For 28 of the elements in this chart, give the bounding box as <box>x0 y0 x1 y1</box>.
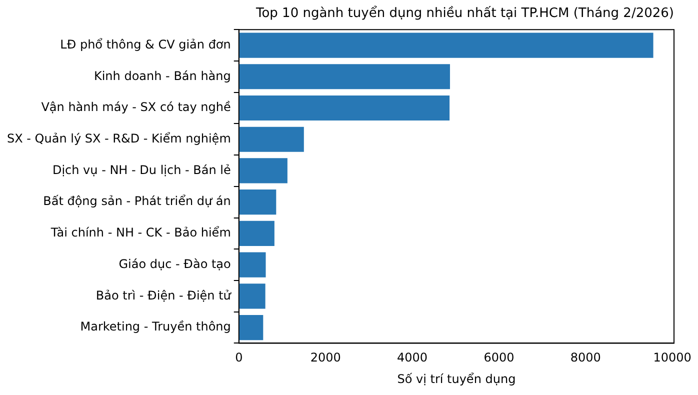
bar <box>238 190 276 215</box>
y-tick-label: Dịch vụ - NH - Du lịch - Bán lẻ <box>52 162 231 177</box>
bar <box>238 158 288 184</box>
y-tick-label: Tài chính - NH - CK - Bảo hiểm <box>50 226 231 240</box>
x-tick-label: 8000 <box>570 350 601 365</box>
x-axis-title: Số vị trí tuyển dụng <box>397 372 516 386</box>
bar <box>238 64 450 90</box>
y-tick-label: LĐ phổ thông & CV giản đơn <box>60 37 231 52</box>
y-tick-label: Bảo trì - Điện - Điện tử <box>96 288 232 302</box>
y-tick-label: SX - Quản lý SX - R&D - Kiểm nghiệm <box>6 131 231 146</box>
x-tick-label: 4000 <box>397 350 428 365</box>
bar <box>238 314 264 340</box>
x-tick-label: 2000 <box>310 350 341 365</box>
y-tick-label: Bất động sản - Phát triển dự án <box>43 194 231 208</box>
y-tick-label: Vận hành máy - SX có tay nghề <box>41 100 231 114</box>
bar <box>238 32 654 58</box>
bar <box>238 220 274 246</box>
bar <box>238 126 304 152</box>
y-tick-label: Giáo dục - Đào tạo <box>118 256 231 271</box>
x-tick-label: 0 <box>235 350 243 365</box>
chart-title: Top 10 ngành tuyển dụng nhiều nhất tại TP.HCM (Tháng 2/2026) <box>254 5 674 22</box>
bar <box>238 95 450 121</box>
bar <box>238 284 266 309</box>
bar <box>238 252 266 278</box>
x-tick-label: 10000 <box>653 350 692 365</box>
x-tick-label: 6000 <box>484 350 514 365</box>
y-tick-label: Marketing - Truyền thông <box>80 320 231 334</box>
y-tick-label: Kinh doanh - Bán hàng <box>94 68 231 83</box>
